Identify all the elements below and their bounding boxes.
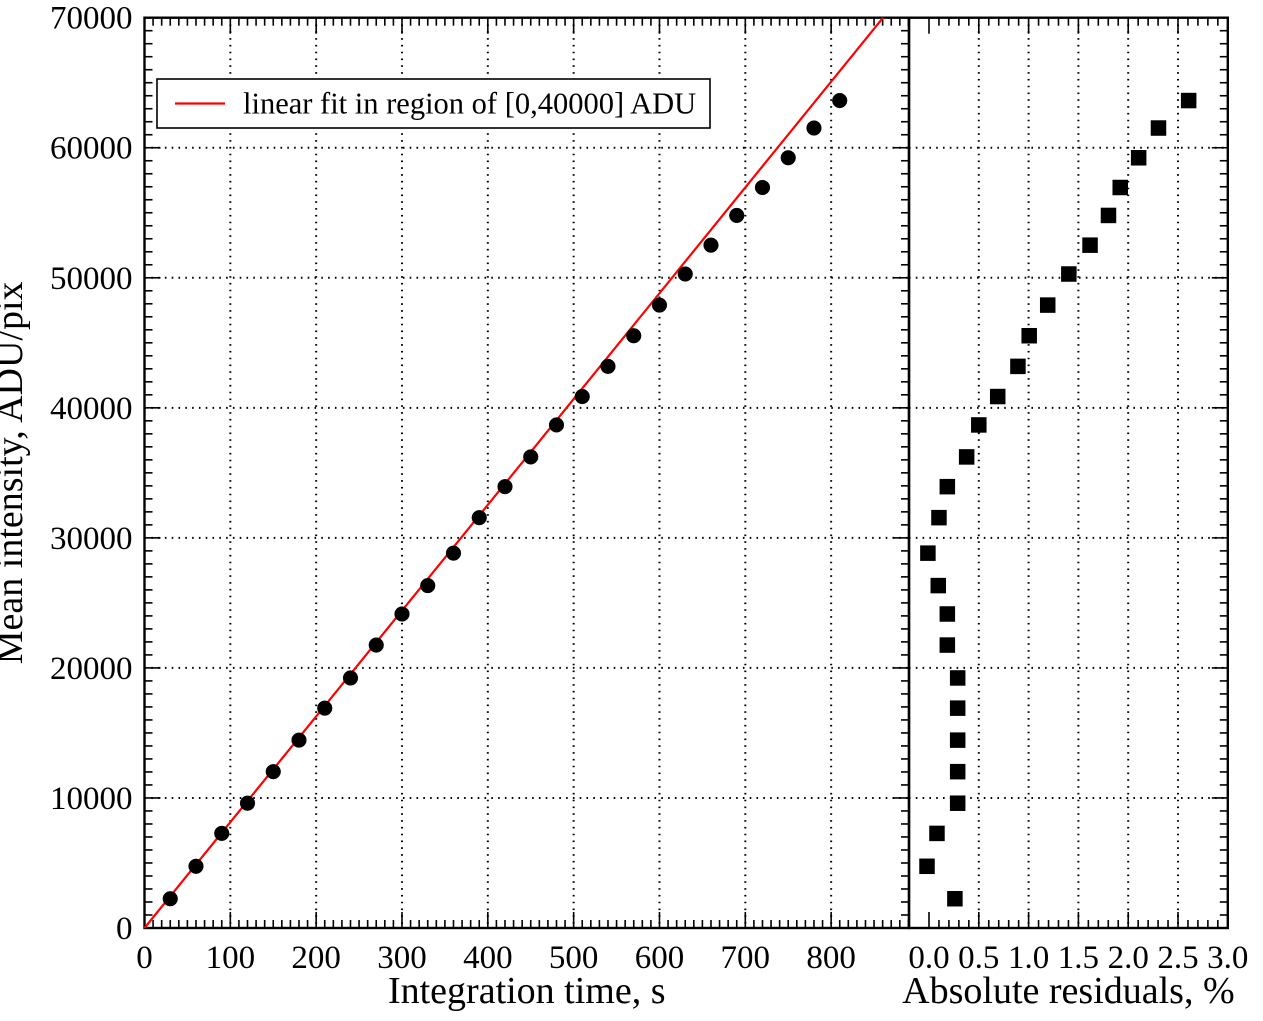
svg-text:0: 0 [116,911,133,947]
svg-text:linear fit in region of [0,400: linear fit in region of [0,40000] ADU [243,87,696,121]
svg-text:800: 800 [806,940,856,976]
svg-text:700: 700 [721,940,771,976]
svg-text:70000: 70000 [50,1,133,37]
svg-text:30000: 30000 [50,521,133,557]
svg-text:40000: 40000 [50,391,133,427]
svg-text:Mean intensity, ADU/pix: Mean intensity, ADU/pix [0,281,31,664]
svg-text:50000: 50000 [50,261,133,297]
svg-text:100: 100 [206,940,256,976]
svg-text:10000: 10000 [50,781,133,817]
svg-text:0: 0 [136,940,153,976]
svg-text:Absolute residuals, %: Absolute residuals, % [902,970,1234,1012]
svg-text:60000: 60000 [50,131,133,167]
svg-text:20000: 20000 [50,651,133,687]
svg-text:200: 200 [291,940,341,976]
svg-text:Integration time, s: Integration time, s [388,970,666,1012]
